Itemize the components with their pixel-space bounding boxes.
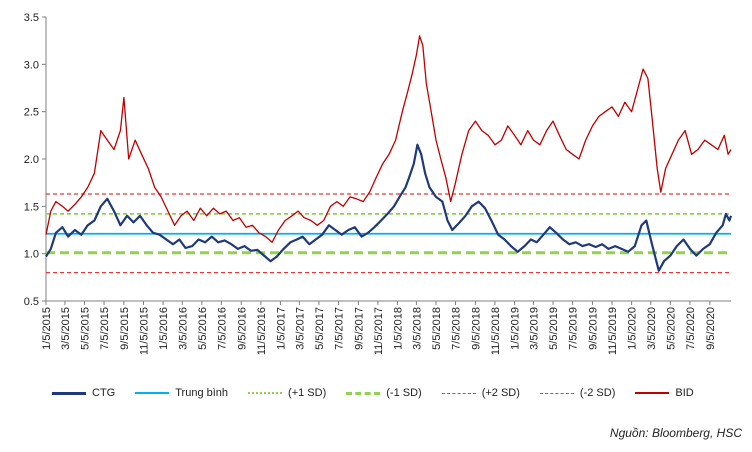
x-tick-label: 9/5/2020 bbox=[705, 307, 717, 350]
legend-swatch-plus-1sd bbox=[248, 392, 283, 394]
legend-item-plus-2sd: (+2 SD) bbox=[441, 387, 520, 399]
x-tick-label: 1/5/2016 bbox=[158, 307, 170, 350]
x-tick-label: 11/5/2017 bbox=[373, 307, 385, 355]
y-tick-label: 1.5 bbox=[24, 201, 39, 213]
x-tick-label: 9/5/2016 bbox=[236, 307, 248, 350]
x-tick-label: 1/5/2020 bbox=[627, 307, 639, 350]
x-tick-label: 9/5/2015 bbox=[119, 307, 131, 350]
x-tick-label: 7/5/2020 bbox=[685, 307, 697, 350]
legend-label-trung-binh: Trung bình bbox=[175, 387, 229, 399]
series-line-ctg bbox=[45, 143, 733, 272]
x-tick-label: 3/5/2019 bbox=[528, 307, 540, 350]
x-tick-label: 7/5/2015 bbox=[99, 307, 111, 350]
legend-swatch-trung-binh bbox=[135, 392, 170, 394]
y-tick-label: 1.0 bbox=[24, 249, 39, 261]
x-tick-label: 5/5/2019 bbox=[548, 307, 560, 350]
x-tick-label: 7/5/2017 bbox=[333, 307, 345, 350]
x-tick-label: 7/5/2019 bbox=[568, 307, 580, 350]
legend-item-ctg: CTG bbox=[52, 387, 115, 399]
legend-swatch-bid bbox=[635, 392, 670, 394]
x-tick-label: 9/5/2019 bbox=[587, 307, 599, 350]
legend: CTG Trung bình (+1 SD) (-1 SD) (+2 SD) (… bbox=[52, 382, 742, 404]
y-tick-label: 3.5 bbox=[24, 12, 39, 24]
x-tick-label: 1/5/2015 bbox=[41, 307, 53, 350]
legend-label-plus-2sd: (+2 SD) bbox=[481, 387, 520, 399]
x-tick-label: 1/5/2018 bbox=[392, 307, 404, 350]
legend-swatch-ctg bbox=[52, 391, 86, 395]
x-tick-label: 3/5/2018 bbox=[411, 307, 423, 350]
y-tick-label: 2.0 bbox=[24, 154, 39, 166]
x-tick-label: 9/5/2017 bbox=[353, 307, 365, 350]
legend-label-ctg: CTG bbox=[92, 387, 116, 399]
legend-label-plus-1sd: (+1 SD) bbox=[288, 387, 327, 399]
x-tick-label: 5/5/2015 bbox=[79, 307, 91, 350]
legend-item-bid: BID bbox=[635, 387, 694, 399]
x-tick-label: 1/5/2017 bbox=[275, 307, 287, 350]
legend-label-minus-2sd: (-2 SD) bbox=[579, 387, 616, 399]
x-tick-label: 11/5/2019 bbox=[607, 307, 619, 355]
source-note: Nguồn: Bloomberg, HSC bbox=[609, 426, 742, 440]
x-tick-label: 11/5/2016 bbox=[256, 307, 268, 355]
legend-item-minus-2sd: (-2 SD) bbox=[539, 387, 616, 399]
legend-item-minus-1sd: (-1 SD) bbox=[346, 387, 422, 399]
x-tick-label: 3/5/2020 bbox=[646, 307, 658, 350]
x-tick-label: 5/5/2017 bbox=[314, 307, 326, 350]
x-tick-label: 9/5/2018 bbox=[470, 307, 482, 350]
x-tick-label: 7/5/2018 bbox=[451, 307, 463, 350]
x-tick-label: 5/5/2020 bbox=[665, 307, 677, 350]
y-tick-label: 3.0 bbox=[24, 59, 39, 71]
x-tick-label: 3/5/2016 bbox=[177, 307, 189, 350]
x-tick-label: 11/5/2015 bbox=[138, 307, 150, 355]
x-tick-label: 7/5/2016 bbox=[216, 307, 228, 350]
x-tick-label: 11/5/2018 bbox=[490, 307, 502, 355]
x-tick-label: 1/5/2019 bbox=[510, 307, 522, 350]
series-line-bid bbox=[45, 35, 732, 243]
legend-item-plus-1sd: (+1 SD) bbox=[248, 387, 326, 399]
legend-swatch-plus-2sd bbox=[441, 392, 476, 394]
x-tick-label: 5/5/2016 bbox=[197, 307, 209, 350]
legend-label-minus-1sd: (-1 SD) bbox=[386, 387, 422, 399]
y-tick-label: 0.5 bbox=[24, 296, 39, 308]
x-tick-label: 3/5/2015 bbox=[60, 307, 72, 350]
x-tick-label: 3/5/2017 bbox=[294, 307, 306, 350]
legend-label-bid: BID bbox=[675, 387, 694, 399]
x-tick-label: 5/5/2018 bbox=[431, 307, 443, 350]
legend-item-trung-binh: Trung bình bbox=[135, 387, 228, 399]
legend-swatch-minus-2sd bbox=[539, 392, 574, 394]
legend-swatch-minus-1sd bbox=[346, 391, 381, 395]
y-tick-label: 2.5 bbox=[24, 107, 39, 119]
